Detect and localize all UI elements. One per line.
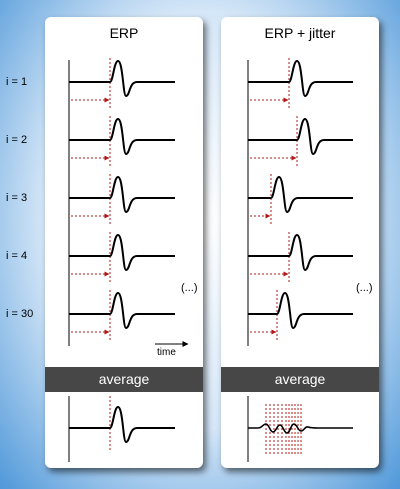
- average-waveform: [248, 423, 353, 434]
- time-label: time: [157, 347, 176, 358]
- jitter-panel-title: ERP + jitter: [264, 25, 336, 41]
- trial-label-1: i = 1: [6, 76, 28, 88]
- erp-waveform: [69, 176, 175, 213]
- jitter-average: [247, 396, 353, 462]
- trial-label-30: i = 30: [6, 308, 34, 320]
- erp-waveform: [69, 292, 175, 329]
- erp-waveform: [248, 234, 353, 271]
- erp-waveform: [248, 60, 353, 97]
- jitter-average-bar: average: [221, 367, 379, 392]
- erp-waveform: [69, 118, 175, 155]
- erp-waveform: [69, 234, 175, 271]
- erp-waveform: [248, 292, 353, 329]
- erp-waveform: [69, 60, 175, 97]
- erp-average: [68, 396, 175, 462]
- erp-waveform: [248, 176, 353, 213]
- jitter-trials: [247, 58, 353, 346]
- trial-label-3: i = 3: [6, 192, 28, 204]
- erp-trials: [68, 58, 175, 346]
- trial-label-4: i = 4: [6, 250, 28, 262]
- trial-label-2: i = 2: [6, 134, 28, 146]
- erp-ellipsis: (...): [181, 282, 198, 294]
- erp-waveform: [248, 118, 353, 155]
- average-waveform: [69, 406, 175, 443]
- erp-panel-title: ERP: [109, 25, 139, 41]
- jitter-ellipsis: (...): [356, 282, 373, 294]
- erp-average-bar: average: [45, 367, 203, 392]
